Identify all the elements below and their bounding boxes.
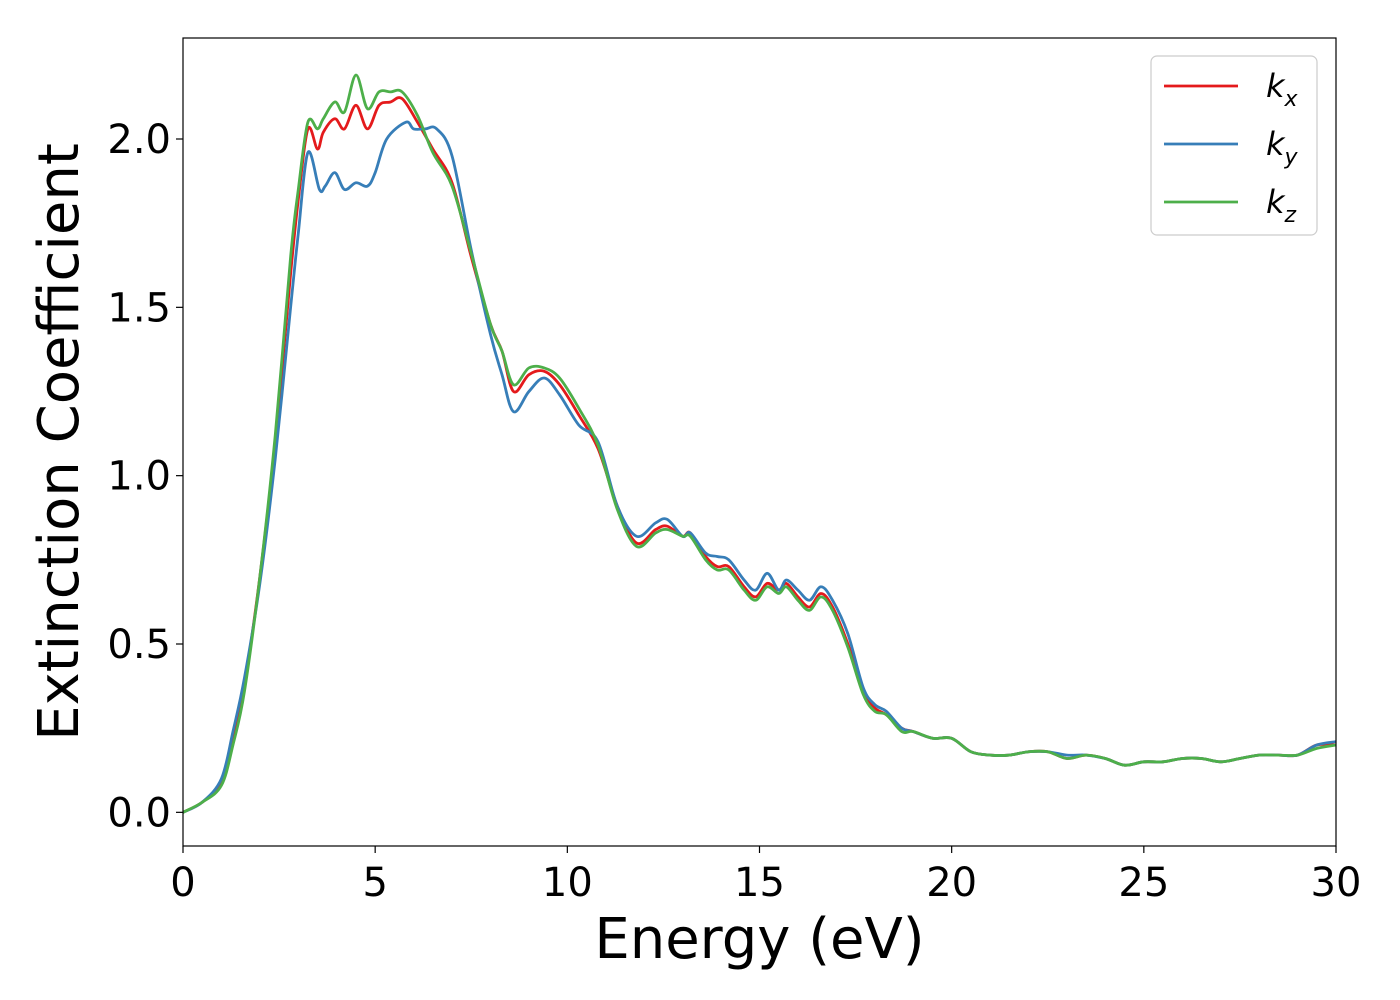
y-axis-ticks: 0.0 0.5 1.0 1.5 2.0 xyxy=(107,117,183,836)
y-tick-label: 2.0 xyxy=(107,117,171,163)
series-line-kz xyxy=(183,73,1336,814)
y-tick-label: 0.5 xyxy=(107,622,171,668)
x-tick-label: 20 xyxy=(926,860,977,906)
plot-lines xyxy=(183,73,1336,814)
legend-label-kx: kx xyxy=(1266,67,1299,112)
x-axis-title: Energy (eV) xyxy=(594,907,924,972)
x-tick-label: 15 xyxy=(734,860,785,906)
y-tick-label: 0.0 xyxy=(107,790,171,836)
x-tick-label: 10 xyxy=(542,860,593,906)
x-axis-ticks: 0 5 10 15 20 25 30 xyxy=(170,846,1361,906)
x-tick-label: 25 xyxy=(1118,860,1169,906)
legend: kx ky kz xyxy=(1150,55,1318,236)
legend-label-ky: ky xyxy=(1266,125,1299,170)
legend-label-kz: kz xyxy=(1266,183,1297,228)
y-tick-label: 1.0 xyxy=(107,454,171,500)
x-tick-label: 0 xyxy=(170,860,195,906)
x-tick-label: 5 xyxy=(362,860,387,906)
x-tick-label: 30 xyxy=(1311,860,1362,906)
y-tick-label: 1.5 xyxy=(107,285,171,331)
legend-box xyxy=(1150,55,1318,236)
y-axis-title: Extinction Coefficient xyxy=(27,143,92,741)
